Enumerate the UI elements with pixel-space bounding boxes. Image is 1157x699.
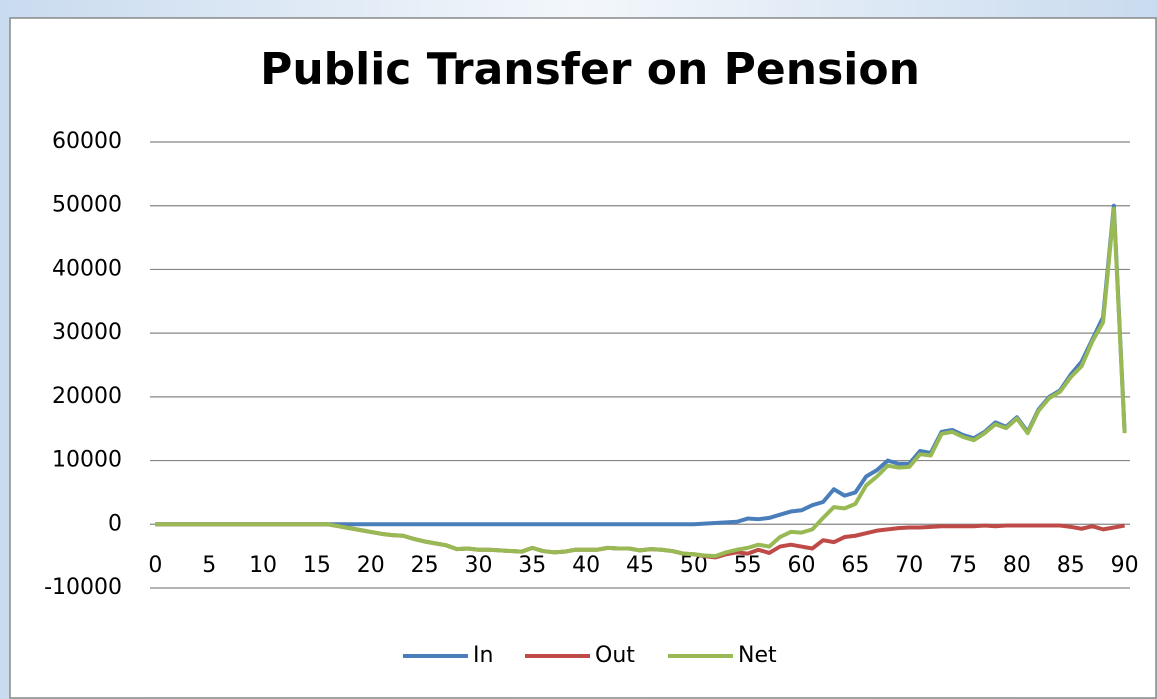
x-tick-label: 15 [303,553,331,578]
y-tick-label: 40000 [52,256,122,281]
x-tick-label: 55 [734,553,762,578]
legend-label: Net [738,643,777,668]
series-line [155,206,1127,559]
x-tick-label: 60 [788,553,816,578]
chart-title: Public Transfer on Pension [260,44,920,95]
y-tick-label: 10000 [52,448,122,473]
x-tick-label: 75 [949,553,977,578]
x-tick-label: 0 [148,553,162,578]
y-tick-label: -10000 [44,575,122,600]
x-tick-label: 90 [1111,553,1139,578]
x-tick-label: 30 [464,553,492,578]
x-tick-label: 80 [1003,553,1031,578]
y-tick-label: 50000 [52,193,122,218]
x-tick-label: 65 [841,553,869,578]
y-tick-label: 20000 [52,384,122,409]
y-tick-label: 60000 [52,129,122,154]
x-tick-label: 40 [572,553,600,578]
x-tick-label: 20 [357,553,385,578]
x-tick-label: 70 [895,553,923,578]
chart-area [9,17,1157,699]
legend-label: In [473,643,493,668]
x-tick-label: 5 [202,553,216,578]
y-tick-label: 30000 [52,320,122,345]
x-tick-label: 85 [1057,553,1085,578]
y-tick-label: 0 [108,511,122,536]
x-tick-label: 45 [626,553,654,578]
x-tick-label: 35 [518,553,546,578]
legend-label: Out [595,643,635,668]
x-tick-label: 25 [411,553,439,578]
x-tick-label: 10 [249,553,277,578]
